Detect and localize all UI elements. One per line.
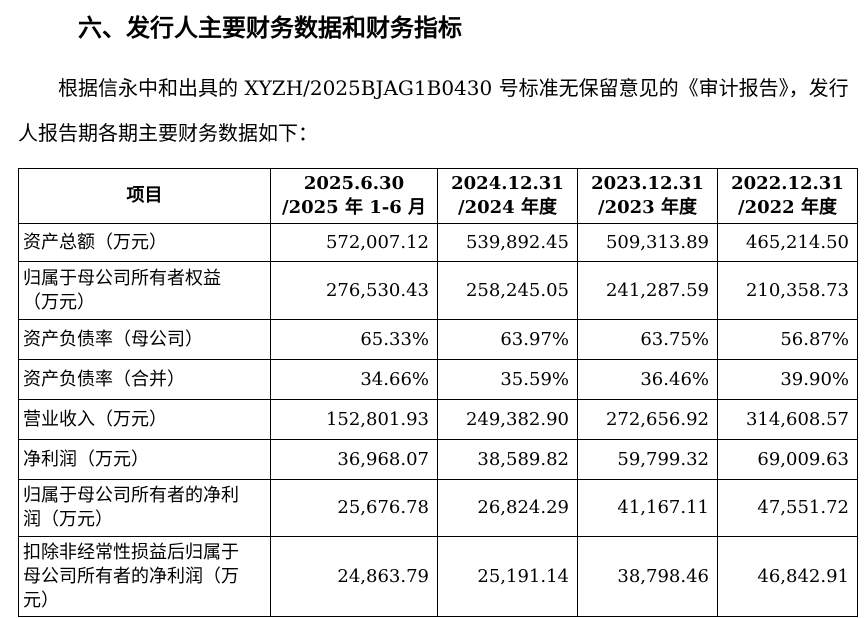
- header-cell: 2024.12.31/2024 年度: [437, 168, 578, 224]
- table-row: 资产总额（万元） 572,007.12 539,892.45 509,313.89 46…: [18, 223, 858, 262]
- header-cell: 项目: [18, 168, 271, 224]
- financial-table: 项目 2025.6.30/2025 年 1-6 月 2024.12.31/2024 …: [18, 168, 858, 617]
- value-cell: 63.75%: [577, 319, 718, 360]
- section-title: 六、发行人主要财务数据和财务指标: [78, 14, 462, 42]
- value-cell: 276,530.43: [270, 261, 438, 320]
- table-row: 归属于母公司所有者的净利润（万元） 25,676.78 26,824.29 41,16…: [18, 479, 858, 537]
- table-row: 净利润（万元） 36,968.07 38,589.82 59,799.32 69,009…: [18, 439, 858, 480]
- row-label: 净利润（万元）: [18, 439, 271, 480]
- value-cell: 38,798.46: [577, 536, 718, 617]
- value-cell: 509,313.89: [577, 223, 718, 262]
- table-head: 项目 2025.6.30/2025 年 1-6 月 2024.12.31/2024 …: [18, 168, 858, 224]
- value-cell: 24,863.79: [270, 536, 438, 617]
- table-body: 资产总额（万元） 572,007.12 539,892.45 509,313.89 46…: [18, 223, 858, 617]
- value-cell: 36,968.07: [270, 439, 438, 480]
- value-cell: 34.66%: [270, 359, 438, 400]
- paragraph: 根据信永中和出具的 XYZH/2025BJAG1B0430 号标准无保留意见的《…: [18, 76, 849, 145]
- value-cell: 25,191.14: [437, 536, 578, 617]
- value-cell: 272,656.92: [577, 399, 718, 440]
- table-row: 营业收入（万元） 152,801.93 249,382.90 272,656.92 31…: [18, 399, 858, 440]
- header-line: 2023.12.31: [591, 173, 704, 194]
- value-cell: 39.90%: [717, 359, 858, 400]
- header-line: 2025.6.30: [303, 173, 405, 194]
- value-cell: 572,007.12: [270, 223, 438, 262]
- header-row: 项目 2025.6.30/2025 年 1-6 月 2024.12.31/2024 …: [18, 168, 858, 224]
- row-label: 扣除非经常性损益后归属于母公司所有者的净利润（万元）: [18, 536, 271, 617]
- row-label: 归属于母公司所有者的净利润（万元）: [18, 479, 271, 537]
- table-row: 资产负债率（母公司） 65.33% 63.97% 63.75% 56.87%: [18, 319, 858, 360]
- header-cell: 2022.12.31/2022 年度: [717, 168, 858, 224]
- value-cell: 59,799.32: [577, 439, 718, 480]
- value-cell: 152,801.93: [270, 399, 438, 440]
- value-cell: 56.87%: [717, 319, 858, 360]
- table-row: 扣除非经常性损益后归属于母公司所有者的净利润（万元） 24,863.79 25,19…: [18, 536, 858, 617]
- header-line: /2023 年度: [598, 197, 697, 218]
- header-line: 项目: [126, 185, 163, 206]
- row-label: 资产总额（万元）: [18, 223, 271, 262]
- row-label: 资产负债率（合并）: [18, 359, 271, 400]
- value-cell: 47,551.72: [717, 479, 858, 537]
- header-line: 2024.12.31: [451, 173, 564, 194]
- value-cell: 65.33%: [270, 319, 438, 360]
- value-cell: 35.59%: [437, 359, 578, 400]
- value-cell: 249,382.90: [437, 399, 578, 440]
- header-line: /2024 年度: [458, 197, 557, 218]
- value-cell: 46,842.91: [717, 536, 858, 617]
- header-line: 2022.12.31: [731, 173, 844, 194]
- row-label: 营业收入（万元）: [18, 399, 271, 440]
- row-label: 资产负债率（母公司）: [18, 319, 271, 360]
- header-line: /2025 年 1-6 月: [282, 197, 426, 218]
- value-cell: 36.46%: [577, 359, 718, 400]
- value-cell: 38,589.82: [437, 439, 578, 480]
- header-line: /2022 年度: [738, 197, 837, 218]
- value-cell: 69,009.63: [717, 439, 858, 480]
- header-cell: 2025.6.30/2025 年 1-6 月: [270, 168, 438, 224]
- value-cell: 26,824.29: [437, 479, 578, 537]
- value-cell: 314,608.57: [717, 399, 858, 440]
- table-row: 归属于母公司所有者权益（万元） 276,530.43 258,245.05 241,2…: [18, 261, 858, 320]
- value-cell: 41,167.11: [577, 479, 718, 537]
- header-cell: 2023.12.31/2023 年度: [577, 168, 718, 224]
- value-cell: 210,358.73: [717, 261, 858, 320]
- value-cell: 241,287.59: [577, 261, 718, 320]
- value-cell: 465,214.50: [717, 223, 858, 262]
- value-cell: 539,892.45: [437, 223, 578, 262]
- value-cell: 258,245.05: [437, 261, 578, 320]
- row-label: 归属于母公司所有者权益（万元）: [18, 261, 271, 320]
- value-cell: 63.97%: [437, 319, 578, 360]
- value-cell: 25,676.78: [270, 479, 438, 537]
- table-row: 资产负债率（合并） 34.66% 35.59% 36.46% 39.90%: [18, 359, 858, 400]
